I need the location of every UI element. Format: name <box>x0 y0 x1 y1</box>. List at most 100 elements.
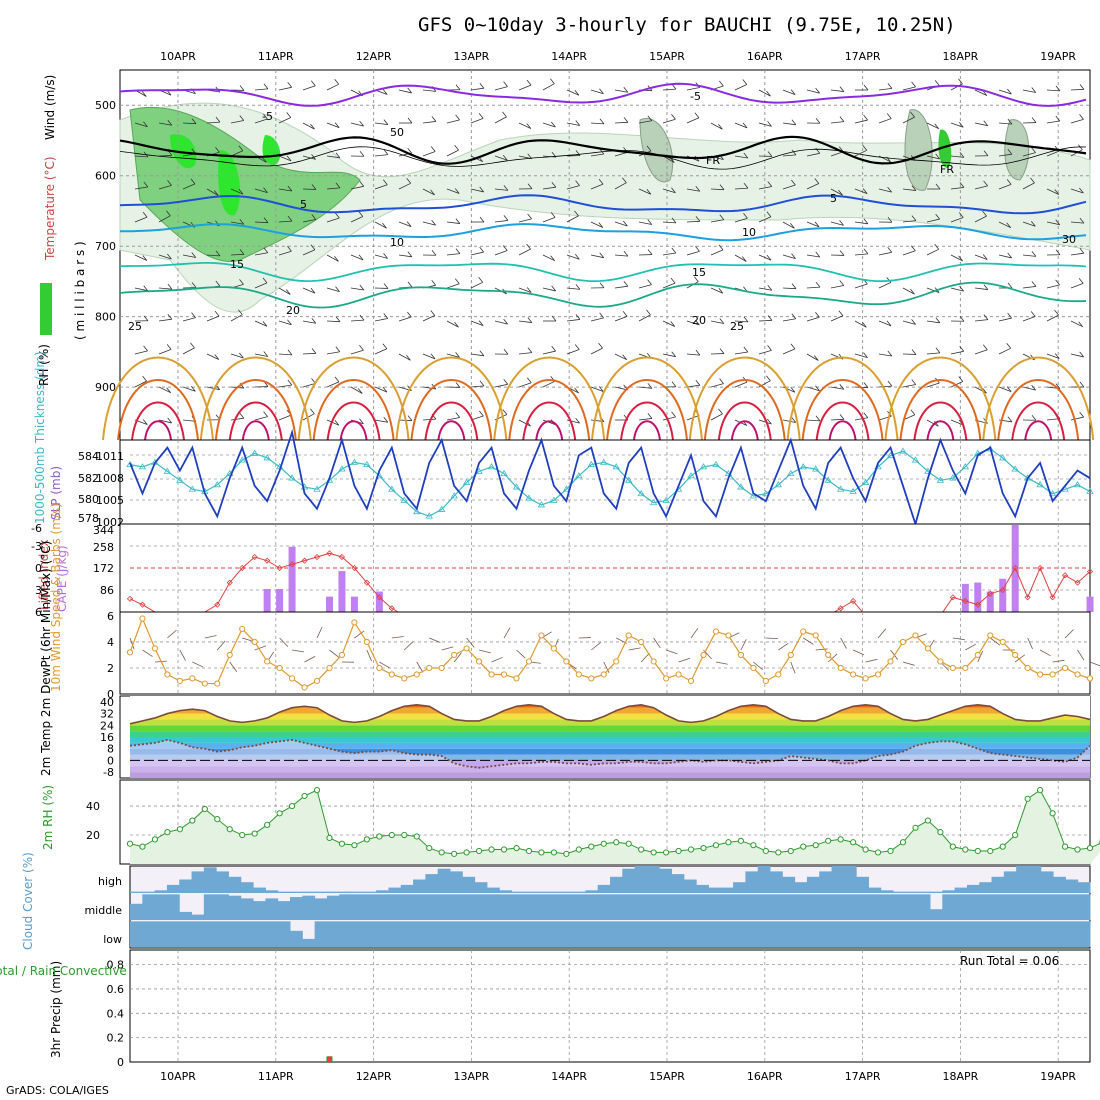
chart-title: GFS 0~10day 3-hourly for BAUCHI (9.75E, … <box>418 14 956 36</box>
wind-barb-flag <box>1079 84 1085 90</box>
wind10m-barb <box>416 661 424 673</box>
wind-barb <box>662 353 676 358</box>
wind-barb-flag <box>190 342 195 349</box>
rh-point <box>563 850 570 857</box>
wind-barb <box>542 216 556 223</box>
rh-shade-70 <box>170 134 281 216</box>
thickness-axis-label: 1000-500mb Thickness (dm) <box>33 351 47 524</box>
wind-barb-flag <box>671 187 676 194</box>
wind10m-barb <box>778 642 789 651</box>
thickness-marker <box>612 463 620 470</box>
cloud-bar <box>819 921 833 947</box>
wind-barb <box>686 87 700 91</box>
wind-barb-flag <box>430 310 436 316</box>
wind10m-barb <box>740 639 747 651</box>
wind-barb-flag <box>455 84 461 91</box>
cloud-bar <box>511 891 525 893</box>
cloud-bar <box>486 894 500 920</box>
wind-barb-flag <box>167 253 172 260</box>
wind-barb-flag <box>335 152 341 159</box>
wind-barb-flag <box>741 256 747 262</box>
wind-barb <box>878 282 891 289</box>
wind-barb <box>398 316 412 322</box>
wind-barb-flag <box>383 149 389 155</box>
wind-barb <box>734 84 747 91</box>
wind-barb-flag <box>310 123 315 130</box>
cloud-bar <box>942 894 956 920</box>
thickness-marker <box>512 483 521 490</box>
wind-barb-flag <box>886 320 892 327</box>
wind-barb-flag <box>502 409 508 415</box>
wind-barb <box>470 320 484 327</box>
wind-barb-flag <box>767 121 772 127</box>
wind-barb <box>878 88 892 91</box>
wind10m-barb <box>965 643 977 651</box>
wind-barb-flag <box>743 182 749 189</box>
wind-barb-flag <box>1054 189 1060 195</box>
contour-label: 25 <box>128 320 142 333</box>
wind-barb-flag <box>839 250 845 256</box>
cloud-bar <box>991 894 1005 920</box>
wind-barb-flag <box>911 349 917 355</box>
temp-contour-35 <box>522 401 577 441</box>
thickness-marker <box>437 505 446 512</box>
cloud-bar <box>154 921 168 947</box>
wind-barb-flag <box>767 315 773 321</box>
wind-barb <box>686 188 700 192</box>
wind-barb <box>326 217 340 223</box>
wind-barb <box>134 380 147 388</box>
wind-barb-flag <box>191 282 197 288</box>
wind-speed-point <box>451 651 458 659</box>
wind-barb-flag <box>430 353 436 360</box>
wind10m-barb <box>192 661 204 668</box>
wind10m-barb <box>840 637 847 649</box>
cloud-bar <box>1028 866 1042 893</box>
wind-barb-flag <box>334 420 340 426</box>
cloud-bar <box>388 894 402 920</box>
wind-barb <box>278 250 292 256</box>
wind-barb-flag <box>790 223 795 229</box>
wind-barb-flag <box>191 252 197 258</box>
dewpt-line <box>129 739 1091 769</box>
temp-contour-30 <box>703 379 786 441</box>
cloud-bar <box>326 891 340 893</box>
thickness-marker <box>1036 481 1044 488</box>
wind-barb-flag <box>262 157 267 163</box>
cloud-bar <box>979 921 993 947</box>
wind-barb-flag <box>263 351 269 357</box>
wind-barb <box>494 188 508 191</box>
precip-conv-bar <box>327 1056 331 1062</box>
cloud-bar <box>437 894 451 920</box>
wind-barb <box>854 417 868 421</box>
wind10m-barb <box>753 661 763 671</box>
wind-barb <box>302 155 316 160</box>
tick-label: 8 <box>107 743 114 756</box>
wind-speed-point <box>638 638 645 646</box>
cloud-bar <box>413 894 426 920</box>
wind-barb <box>710 383 724 388</box>
wind-barb <box>1046 188 1059 195</box>
thickness-marker <box>550 496 558 503</box>
wind-barb <box>878 353 892 357</box>
wind-barb-flag <box>839 86 845 92</box>
wind-speed-point <box>363 638 370 646</box>
wind-barb <box>758 254 772 261</box>
wind-barb <box>518 84 532 91</box>
temp-band <box>130 742 1090 749</box>
wind-barb-flag <box>550 255 555 261</box>
cloud-bar <box>585 921 599 947</box>
wind-speed-point <box>525 658 533 665</box>
wind-barb <box>782 122 796 126</box>
wind-barb-flag <box>623 220 628 227</box>
wind-barb <box>422 221 436 226</box>
wind-barb <box>374 348 388 355</box>
wind-barb-flag <box>1031 281 1037 287</box>
wind-barb-flag <box>142 255 148 261</box>
rh-point <box>338 840 346 847</box>
wind-barb-flag <box>791 283 797 289</box>
cloud-bar <box>966 884 980 893</box>
wind-barb-flag <box>887 380 893 387</box>
cloud-bar <box>659 894 673 920</box>
thickness-marker <box>899 447 907 454</box>
